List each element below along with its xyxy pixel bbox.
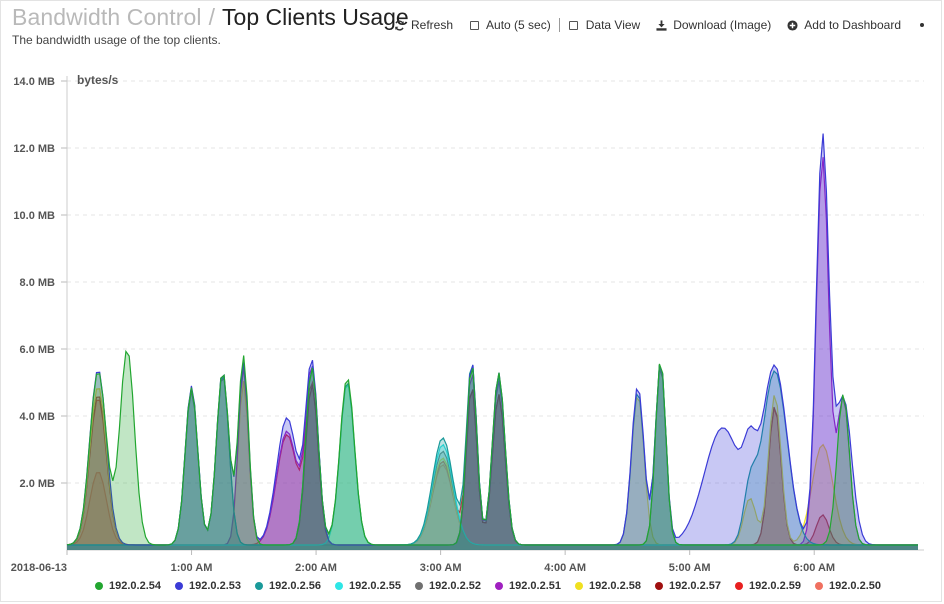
series-line-192-0-2-54 (66, 349, 918, 546)
y-tick-label: 14.0 MB (13, 76, 55, 88)
legend-label: 192.0.2.58 (589, 580, 641, 592)
x-tick-label: 2:00 AM (295, 562, 337, 574)
legend-label: 192.0.2.59 (749, 580, 801, 592)
legend-color-dot (415, 582, 423, 590)
legend-color-dot (655, 582, 663, 590)
x-tick-label: 1:00 AM (171, 562, 213, 574)
y-tick-label: 6.0 MB (20, 344, 56, 356)
x-tick-label: 2018-06-13 (11, 562, 67, 574)
legend-item[interactable]: 192.0.2.53 (175, 580, 241, 592)
refresh-icon (393, 19, 405, 31)
legend-item[interactable]: 192.0.2.52 (415, 580, 481, 592)
auto-refresh-label: Auto (5 sec) (486, 18, 551, 32)
page-subtitle: The bandwidth usage of the top clients. (12, 33, 221, 47)
page-title: Top Clients Usage (222, 4, 409, 30)
breadcrumb-parent-link[interactable]: Bandwidth Control (12, 4, 202, 30)
series-area-192-0-2-57 (67, 384, 918, 550)
add-to-dashboard-button[interactable]: Add to Dashboard (786, 18, 901, 32)
legend-item[interactable]: 192.0.2.51 (495, 580, 561, 592)
legend-color-dot (255, 582, 263, 590)
legend-item[interactable]: 192.0.2.55 (335, 580, 401, 592)
breadcrumb-separator: / (208, 4, 216, 30)
legend-label: 192.0.2.55 (349, 580, 401, 592)
download-icon (655, 19, 667, 31)
auto-refresh-toggle[interactable]: Auto (5 sec) (468, 18, 551, 32)
plus-circle-icon (786, 19, 798, 31)
legend-label: 192.0.2.56 (269, 580, 321, 592)
y-tick-label: 10.0 MB (13, 210, 55, 222)
refresh-button[interactable]: Refresh (393, 18, 453, 32)
legend-color-dot (575, 582, 583, 590)
legend-item[interactable]: 192.0.2.56 (255, 580, 321, 592)
breadcrumb: Bandwidth Control / Top Clients Usage (12, 4, 409, 34)
legend-color-dot (735, 582, 743, 590)
x-tick-label: 5:00 AM (669, 562, 711, 574)
legend-color-dot (175, 582, 183, 590)
legend-label: 192.0.2.54 (109, 580, 161, 592)
y-axis-title: bytes/s (77, 73, 119, 87)
legend-item[interactable]: 192.0.2.57 (655, 580, 721, 592)
x-tick-label: 3:00 AM (420, 562, 462, 574)
legend-label: 192.0.2.52 (429, 580, 481, 592)
data-view-label: Data View (585, 18, 641, 32)
legend-label: 192.0.2.57 (669, 580, 721, 592)
series-area-192-0-2-59 (67, 382, 918, 550)
legend-color-dot (495, 582, 503, 590)
legend-item[interactable]: 192.0.2.50 (815, 580, 881, 592)
y-tick-label: 8.0 MB (20, 277, 56, 289)
toolbar-divider (558, 18, 560, 32)
legend-color-dot (815, 582, 823, 590)
legend-item[interactable]: 192.0.2.59 (735, 580, 801, 592)
more-options-button[interactable] (916, 19, 934, 31)
series-area-192-0-2-56 (67, 365, 918, 550)
y-tick-label: 2.0 MB (20, 478, 56, 490)
download-image-button[interactable]: Download (Image) (655, 18, 771, 32)
legend-label: 192.0.2.50 (829, 580, 881, 592)
auto-refresh-checkbox[interactable] (469, 20, 479, 30)
toolbar: Refresh Auto (5 sec) Data View Download … (393, 16, 934, 34)
legend-item[interactable]: 192.0.2.58 (575, 580, 641, 592)
refresh-label: Refresh (411, 18, 454, 32)
more-options-icon (916, 19, 928, 31)
legend-label: 192.0.2.51 (509, 580, 561, 592)
x-tick-label: 6:00 AM (793, 562, 835, 574)
legend-color-dot (335, 582, 343, 590)
y-tick-label: 4.0 MB (20, 411, 56, 423)
y-tick-label: 12.0 MB (13, 143, 55, 155)
series-area-192-0-2-54 (67, 351, 918, 550)
data-view-checkbox[interactable] (569, 20, 579, 30)
legend-label: 192.0.2.53 (189, 580, 241, 592)
x-tick-label: 4:00 AM (544, 562, 586, 574)
add-to-dashboard-label: Add to Dashboard (804, 18, 901, 32)
legend-color-dot (95, 582, 103, 590)
download-label: Download (Image) (673, 18, 772, 32)
legend-item[interactable]: 192.0.2.54 (95, 580, 161, 592)
data-view-toggle[interactable]: Data View (568, 18, 640, 32)
chart-legend: 192.0.2.54 192.0.2.53 192.0.2.56 192.0.2.55… (95, 580, 895, 592)
